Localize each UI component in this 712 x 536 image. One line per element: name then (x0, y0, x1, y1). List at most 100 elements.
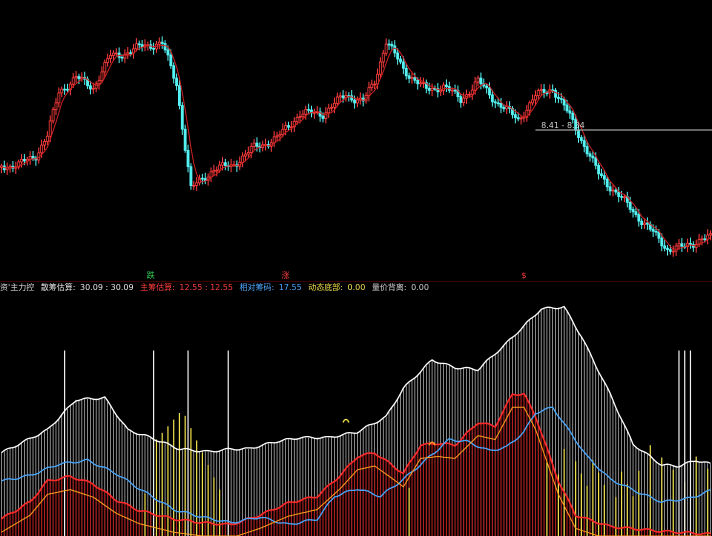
candle (177, 79, 181, 110)
candle (200, 173, 204, 185)
candle (588, 151, 592, 162)
candle (160, 36, 164, 49)
candle (134, 38, 138, 52)
candle (436, 82, 440, 98)
candle (315, 106, 319, 115)
candle (28, 151, 32, 165)
candle (367, 81, 371, 102)
candle (252, 139, 256, 150)
candle (608, 181, 612, 196)
candle (640, 218, 644, 230)
candle (490, 89, 494, 107)
candle (419, 77, 423, 87)
candle (54, 97, 58, 116)
candle (310, 105, 313, 118)
candle (307, 103, 311, 115)
candle (106, 53, 110, 67)
moving-average-line (1, 44, 711, 250)
candle (531, 94, 535, 106)
indicator-legend: 资'主力控 散筹估算: 30.09 : 30.09 主筹估算: 12.55 : … (0, 281, 433, 295)
candle (45, 131, 49, 146)
candle (66, 83, 69, 93)
candle (700, 235, 704, 246)
candle (554, 87, 557, 103)
candle (410, 71, 414, 84)
candle (266, 140, 270, 149)
candle (330, 103, 334, 112)
main-chip-line (0, 392, 711, 536)
legend-relative-chips: 相对筹码: 17.55 (239, 283, 302, 292)
candle (648, 221, 652, 232)
candle (631, 206, 635, 218)
candle (2, 160, 6, 173)
candle (660, 233, 664, 252)
candle (281, 123, 285, 138)
candle (5, 162, 9, 175)
candle (20, 154, 23, 168)
candle (623, 193, 626, 203)
candle (493, 99, 497, 109)
candle (427, 82, 431, 95)
candle (295, 113, 299, 125)
candle (109, 49, 112, 64)
candle (691, 241, 695, 252)
candle (502, 104, 506, 112)
candle (80, 72, 84, 82)
legend-scatter-chips: 散筹估算: 30.09 : 30.09 (40, 283, 134, 292)
scatter-chip-line (0, 305, 711, 468)
candle (123, 49, 127, 64)
candle (17, 159, 21, 170)
candle (152, 42, 156, 55)
candle (562, 96, 566, 111)
signal-arc (428, 441, 436, 446)
signal-arc (342, 418, 350, 423)
candle (327, 103, 331, 119)
indicator-panel (0, 305, 712, 536)
candle (378, 57, 382, 78)
candle (430, 83, 434, 97)
candle (628, 196, 632, 213)
candle (335, 92, 339, 107)
candle (264, 138, 267, 151)
candle (620, 190, 624, 201)
panel-separator (0, 281, 712, 282)
candle (396, 48, 400, 65)
candle (163, 40, 167, 54)
candle (591, 151, 595, 163)
candle (301, 109, 305, 120)
candle (602, 170, 606, 185)
candle (244, 149, 247, 162)
candle (97, 75, 101, 90)
dynamic-bottom-line (1, 406, 711, 536)
candle (186, 144, 190, 173)
candle (111, 50, 115, 61)
candle (381, 49, 385, 68)
candle (241, 152, 245, 168)
candle (114, 48, 118, 56)
candle (103, 59, 107, 78)
candle (643, 218, 646, 229)
candle (536, 88, 540, 100)
candle (534, 90, 537, 106)
signal-marker: 涨 (282, 270, 290, 280)
candle (422, 77, 425, 89)
candle (384, 38, 388, 56)
candle (63, 84, 67, 95)
candle (488, 82, 491, 99)
candle (192, 180, 196, 191)
candle (338, 92, 342, 103)
candle (617, 186, 621, 203)
candle (404, 63, 408, 80)
candle (694, 239, 698, 253)
candle (89, 80, 92, 95)
candle (634, 206, 638, 218)
candle (706, 229, 710, 245)
candle (600, 168, 603, 178)
candle (364, 92, 368, 104)
candle (399, 55, 402, 65)
candle (183, 124, 187, 153)
candle (203, 172, 207, 185)
candle (585, 141, 589, 157)
candle (140, 39, 144, 52)
candle (324, 106, 328, 124)
